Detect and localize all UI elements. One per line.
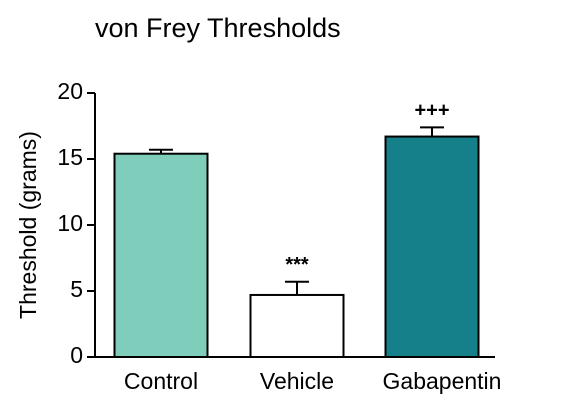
significance-label: *** <box>285 254 309 276</box>
bar <box>249 293 345 358</box>
y-tick-label: 15 <box>57 144 83 170</box>
x-tick-label: Vehicle <box>260 368 334 394</box>
y-tick-label: 0 <box>70 342 83 368</box>
x-tick-label: Gabapentin <box>383 368 502 394</box>
chart-title: von Frey Thresholds <box>95 13 341 43</box>
y-tick-label: 10 <box>57 210 83 236</box>
y-tick-label: 20 <box>57 78 83 104</box>
significance-label: +++ <box>414 100 449 122</box>
bar <box>384 135 480 358</box>
x-tick-label: Control <box>124 368 198 394</box>
bar <box>113 152 209 358</box>
y-tick-label: 5 <box>70 276 83 302</box>
y-axis-label: Threshold (grams) <box>15 131 41 319</box>
